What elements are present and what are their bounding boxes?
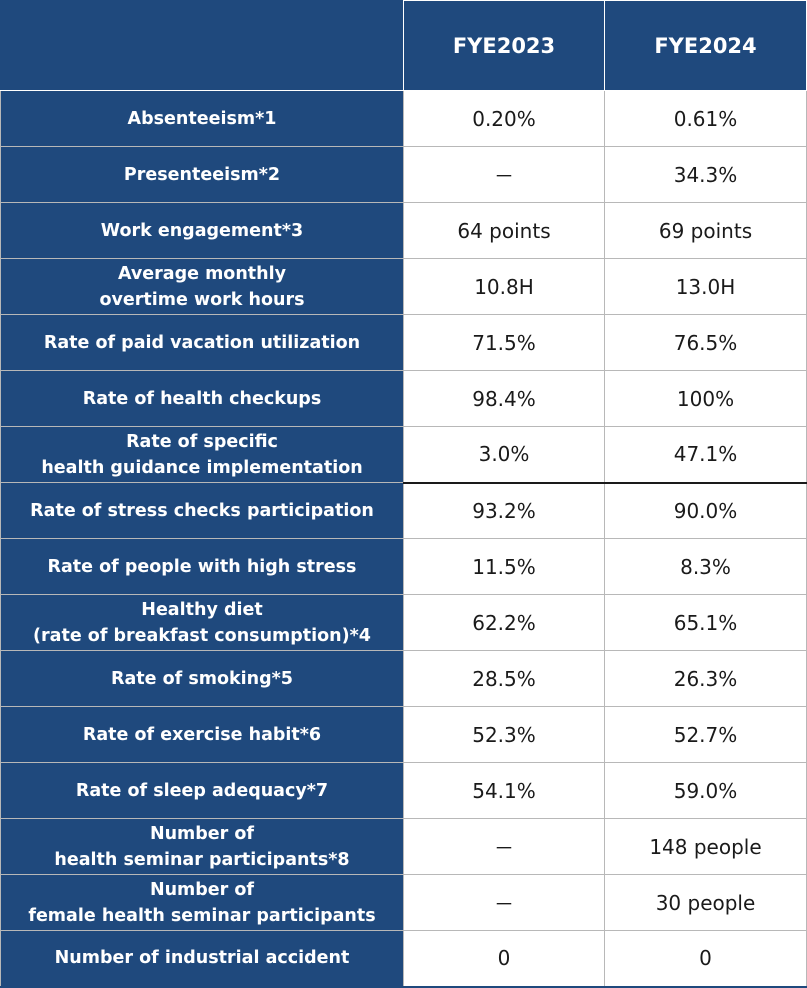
- table-row: Number of health seminar participants*8 …: [0, 818, 807, 875]
- row-label-cell: Number of health seminar participants*8: [0, 818, 404, 875]
- value-fye2024: 47.1%: [604, 426, 807, 483]
- row-label-cell: Rate of smoking*5: [0, 650, 404, 707]
- table-row: Rate of people with high stress 11.5% 8.…: [0, 538, 807, 595]
- row-label: Rate of paid vacation utilization: [43, 332, 361, 353]
- table-row: Rate of specific health guidance impleme…: [0, 426, 807, 483]
- value-fye2023: 0.20%: [403, 90, 605, 147]
- row-label: Work engagement*3: [100, 220, 304, 241]
- table-row: Rate of paid vacation utilization 71.5% …: [0, 314, 807, 371]
- row-label-cell: Rate of paid vacation utilization: [0, 314, 404, 371]
- header-corner-cell: [0, 0, 404, 91]
- row-label-cell: Number of female health seminar particip…: [0, 874, 404, 931]
- row-label: Healthy diet (rate of breakfast consumpt…: [33, 599, 371, 646]
- header-fye2024: FYE2024: [604, 0, 807, 91]
- row-label: Rate of smoking*5: [111, 668, 293, 689]
- value-fye2024: 0: [604, 930, 807, 988]
- value-fye2024: 13.0H: [604, 258, 807, 315]
- table-row: Rate of stress checks participation 93.2…: [0, 481, 807, 539]
- value-fye2024: 69 points: [604, 202, 807, 259]
- row-label: Number of health seminar participants*8: [54, 823, 350, 870]
- row-label-cell: Rate of people with high stress: [0, 538, 404, 595]
- header-fye2023: FYE2023: [403, 0, 605, 91]
- row-label: Average monthly overtime work hours: [99, 263, 305, 310]
- row-label-cell: Rate of exercise habit*6: [0, 706, 404, 763]
- row-label-cell: Rate of specific health guidance impleme…: [0, 426, 404, 483]
- row-label: Rate of exercise habit*6: [82, 724, 322, 745]
- value-fye2024: 76.5%: [604, 314, 807, 371]
- table-row: Absenteeism*1 0.20% 0.61%: [0, 90, 807, 147]
- row-label-cell: Average monthly overtime work hours: [0, 258, 404, 315]
- row-label-cell: Absenteeism*1: [0, 90, 404, 147]
- row-label-cell: Presenteeism*2: [0, 146, 404, 203]
- table-row: Number of industrial accident 0 0: [0, 930, 807, 988]
- row-label: Rate of specific health guidance impleme…: [41, 431, 363, 478]
- value-fye2024: 65.1%: [604, 594, 807, 651]
- value-fye2023: 28.5%: [403, 650, 605, 707]
- table-row: Average monthly overtime work hours 10.8…: [0, 258, 807, 315]
- value-fye2023: 71.5%: [403, 314, 605, 371]
- table-row: Rate of exercise habit*6 52.3% 52.7%: [0, 706, 807, 763]
- table-row: Rate of health checkups 98.4% 100%: [0, 370, 807, 427]
- row-label: Number of female health seminar particip…: [28, 879, 376, 926]
- table-row: Rate of smoking*5 28.5% 26.3%: [0, 650, 807, 707]
- value-fye2023: －: [403, 146, 605, 203]
- value-fye2023: 3.0%: [403, 426, 605, 483]
- row-label: Absenteeism*1: [127, 108, 277, 129]
- table-row: Work engagement*3 64 points 69 points: [0, 202, 807, 259]
- value-fye2023: 64 points: [403, 202, 605, 259]
- value-fye2023: 11.5%: [403, 538, 605, 595]
- value-fye2024: 8.3%: [604, 538, 807, 595]
- row-label: Presenteeism*2: [123, 164, 281, 185]
- value-fye2023: 10.8H: [403, 258, 605, 315]
- table-row: Healthy diet (rate of breakfast consumpt…: [0, 594, 807, 651]
- value-fye2023: －: [403, 874, 605, 931]
- row-label: Rate of health checkups: [82, 388, 322, 409]
- row-label-cell: Rate of health checkups: [0, 370, 404, 427]
- row-label-cell: Rate of stress checks participation: [0, 482, 404, 539]
- table-row: Number of female health seminar particip…: [0, 874, 807, 931]
- value-fye2023: 62.2%: [403, 594, 605, 651]
- value-fye2024: 34.3%: [604, 146, 807, 203]
- value-fye2023: 0: [403, 930, 605, 988]
- value-fye2023: 54.1%: [403, 762, 605, 819]
- value-fye2023: 93.2%: [403, 481, 605, 539]
- value-fye2024: 59.0%: [604, 762, 807, 819]
- row-label: Rate of stress checks participation: [30, 500, 374, 521]
- header-row: FYE2023 FYE2024: [0, 0, 807, 91]
- value-fye2024: 26.3%: [604, 650, 807, 707]
- value-fye2024: 90.0%: [604, 481, 807, 539]
- value-fye2024: 148 people: [604, 818, 807, 875]
- row-label-cell: Work engagement*3: [0, 202, 404, 259]
- row-label: Rate of sleep adequacy*7: [75, 780, 329, 801]
- table-row: Presenteeism*2 － 34.3%: [0, 146, 807, 203]
- value-fye2023: －: [403, 818, 605, 875]
- row-label-cell: Rate of sleep adequacy*7: [0, 762, 404, 819]
- value-fye2024: 0.61%: [604, 90, 807, 147]
- value-fye2024: 100%: [604, 370, 807, 427]
- row-label: Rate of people with high stress: [47, 556, 357, 577]
- value-fye2024: 52.7%: [604, 706, 807, 763]
- value-fye2023: 98.4%: [403, 370, 605, 427]
- value-fye2024: 30 people: [604, 874, 807, 931]
- value-fye2023: 52.3%: [403, 706, 605, 763]
- row-label: Number of industrial accident: [54, 948, 350, 969]
- row-label-cell: Healthy diet (rate of breakfast consumpt…: [0, 594, 404, 651]
- table-row: Rate of sleep adequacy*7 54.1% 59.0%: [0, 762, 807, 819]
- row-label-cell: Number of industrial accident: [0, 930, 404, 988]
